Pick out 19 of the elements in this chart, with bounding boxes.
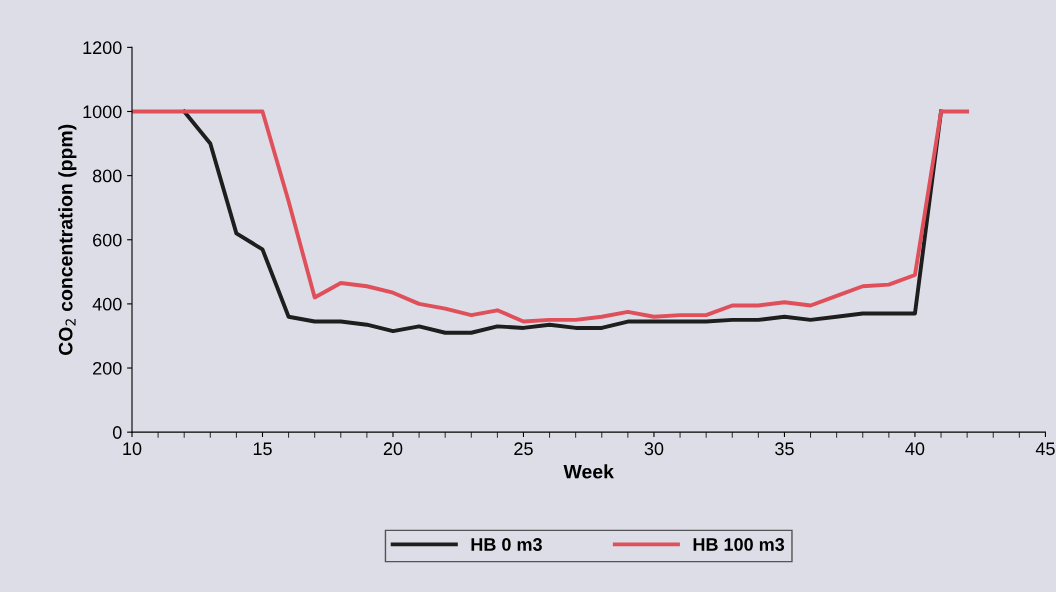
y-tick-label: 200 [93, 361, 122, 375]
y-tick-label: 1000 [83, 105, 122, 119]
x-tick-label: 35 [775, 442, 794, 456]
legend-label: HB 0 m3 [471, 538, 542, 551]
x-tick-label: 25 [514, 442, 533, 456]
x-axis-title: Week [563, 464, 614, 479]
y-axis-title: CO$_{2}$ concentration (ppm) [58, 124, 77, 355]
y-tick-label: 0 [112, 426, 122, 439]
x-tick-label: 20 [383, 442, 403, 456]
x-tick-label: 30 [644, 442, 664, 456]
x-tick-label: 10 [123, 442, 142, 456]
y-tick-label: 800 [92, 169, 122, 183]
x-tick-label: 15 [253, 442, 272, 456]
legend-label: HB 100 m3 [693, 538, 785, 551]
y-tick-label: 400 [92, 297, 122, 311]
y-tick-label: 1200 [83, 41, 122, 55]
x-tick-label: 45 [1035, 442, 1055, 456]
x-tick-label: 40 [905, 442, 925, 456]
y-tick-label: 600 [93, 233, 122, 247]
